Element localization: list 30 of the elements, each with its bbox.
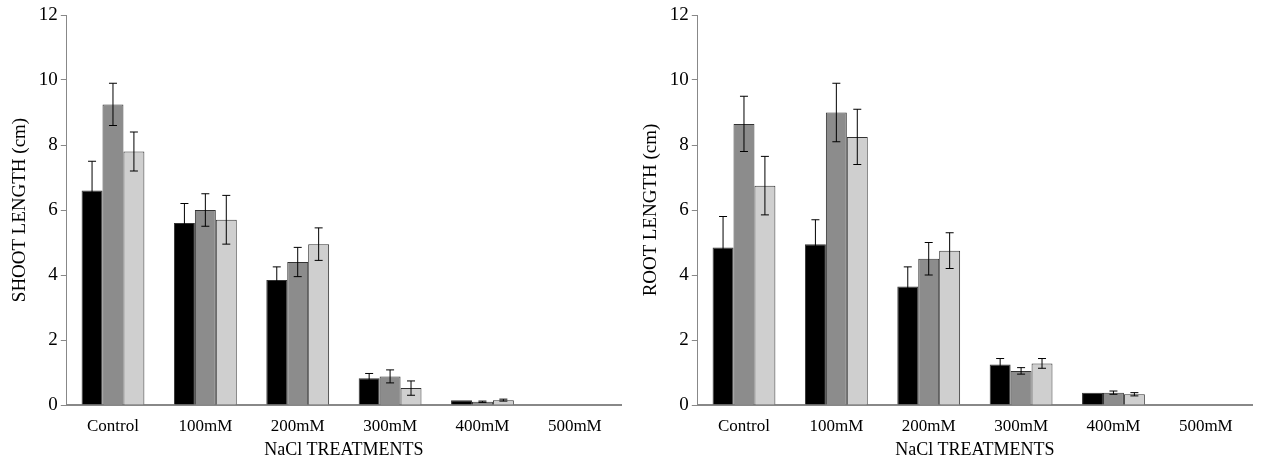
y-tick-label: 10 [669, 67, 689, 89]
y-axis-title: SHOOT LENGTH (cm) [8, 117, 31, 303]
x-axis-title: NaCl TREATMENTS [264, 438, 424, 459]
x-tick-label: 300mM [363, 415, 418, 435]
y-tick-label: 4 [679, 262, 690, 284]
y-tick-label: 6 [48, 197, 58, 219]
x-tick-label: Control [718, 415, 771, 435]
y-tick-label: 12 [669, 2, 689, 24]
x-tick-label: 300mM [994, 415, 1049, 435]
x-tick-label: 500mM [547, 415, 602, 435]
y-tick-label: 6 [679, 197, 689, 219]
y-tick-label: 10 [38, 67, 58, 89]
x-tick-label: 100mM [178, 415, 233, 435]
y-tick-label: 0 [48, 392, 58, 414]
y-tick-label: 12 [38, 2, 58, 24]
x-tick-label: 200mM [901, 415, 956, 435]
y-tick-label: 2 [48, 327, 58, 349]
y-tick-label: 4 [48, 262, 59, 284]
y-tick-label: 8 [679, 132, 689, 154]
y-tick-label: 2 [679, 327, 689, 349]
x-tick-label: 400mM [455, 415, 510, 435]
y-tick-label: 0 [679, 392, 689, 414]
x-tick-label: 400mM [1086, 415, 1141, 435]
x-axis-title: NaCl TREATMENTS [895, 438, 1055, 459]
y-tick-label: 8 [48, 132, 58, 154]
x-tick-label: 200mM [270, 415, 325, 435]
x-tick-label: Control [87, 415, 140, 435]
y-axis-title: ROOT LENGTH (cm) [639, 123, 662, 297]
x-tick-label: 500mM [1178, 415, 1233, 435]
x-tick-label: 100mM [809, 415, 864, 435]
